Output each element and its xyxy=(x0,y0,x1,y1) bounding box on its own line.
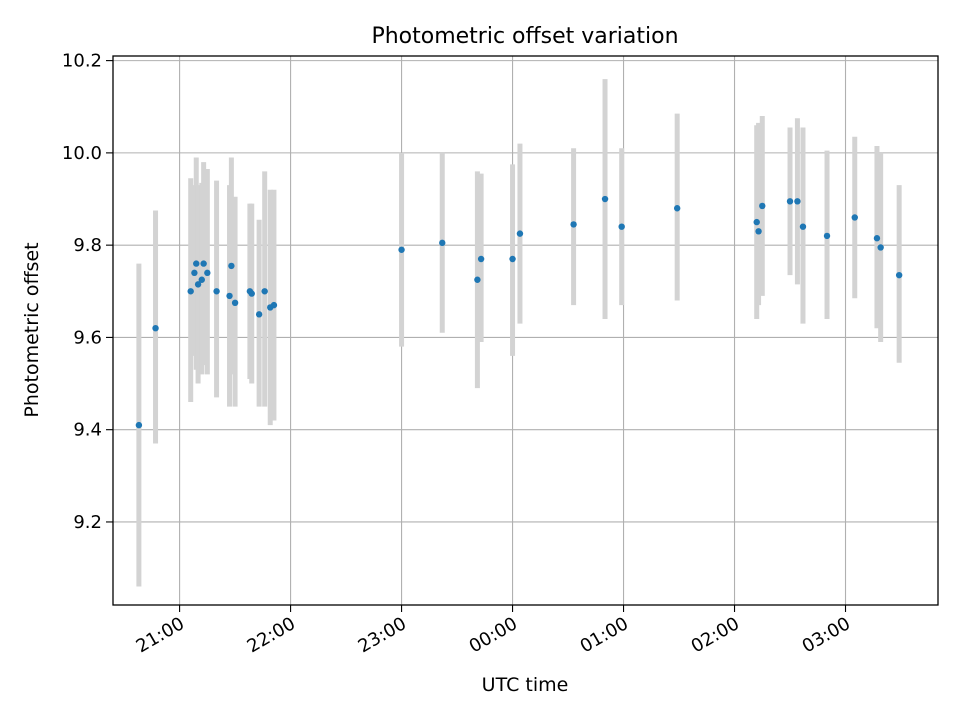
data-point xyxy=(895,271,903,279)
data-point xyxy=(873,235,881,242)
data-point xyxy=(228,262,235,270)
data-point xyxy=(823,232,831,240)
data-point xyxy=(398,246,405,253)
data-point xyxy=(191,269,198,277)
data-point xyxy=(261,288,268,295)
data-point xyxy=(877,244,884,251)
data-point xyxy=(270,301,278,309)
chart-title: Photometric offset variation xyxy=(371,24,678,49)
data-point xyxy=(213,288,220,295)
data-point xyxy=(516,230,524,237)
data-point xyxy=(187,288,194,295)
data-point xyxy=(231,299,239,307)
data-point xyxy=(255,311,263,318)
y-axis: 9.2 9.4 9.6 9.8 10.0 10.2 xyxy=(62,51,113,533)
y-tick-label: 10.2 xyxy=(62,51,102,72)
data-point xyxy=(618,223,625,230)
plot-area xyxy=(112,55,939,606)
data-point xyxy=(759,202,766,210)
data-point xyxy=(194,281,202,288)
y-tick-label: 9.2 xyxy=(73,512,102,533)
data-point xyxy=(509,255,516,263)
data-point xyxy=(755,228,762,235)
y-tick-label: 9.4 xyxy=(73,420,102,441)
data-point xyxy=(570,221,577,228)
data-point xyxy=(673,205,681,212)
grid xyxy=(113,56,938,605)
data-point xyxy=(248,290,255,297)
y-axis-label: Photometric offset xyxy=(21,242,43,417)
axes-frame xyxy=(112,55,939,606)
data-point xyxy=(799,223,807,230)
data-point xyxy=(439,239,446,247)
data-point xyxy=(200,260,207,267)
y-tick-label: 9.8 xyxy=(73,235,102,256)
y-tick-label: 10.0 xyxy=(62,143,102,164)
data-points xyxy=(135,195,903,429)
data-point xyxy=(794,198,801,205)
data-point xyxy=(474,276,481,283)
data-point xyxy=(152,324,159,332)
data-point xyxy=(204,269,211,277)
data-point xyxy=(477,255,485,263)
data-point xyxy=(193,260,200,267)
x-axis-label: UTC time xyxy=(482,674,569,696)
data-point xyxy=(786,198,794,205)
data-point xyxy=(753,218,760,226)
y-tick-label: 9.6 xyxy=(73,327,102,348)
data-point xyxy=(226,292,233,300)
data-point xyxy=(135,421,143,429)
data-point xyxy=(198,276,205,283)
data-point xyxy=(601,195,609,203)
data-point xyxy=(851,214,858,221)
